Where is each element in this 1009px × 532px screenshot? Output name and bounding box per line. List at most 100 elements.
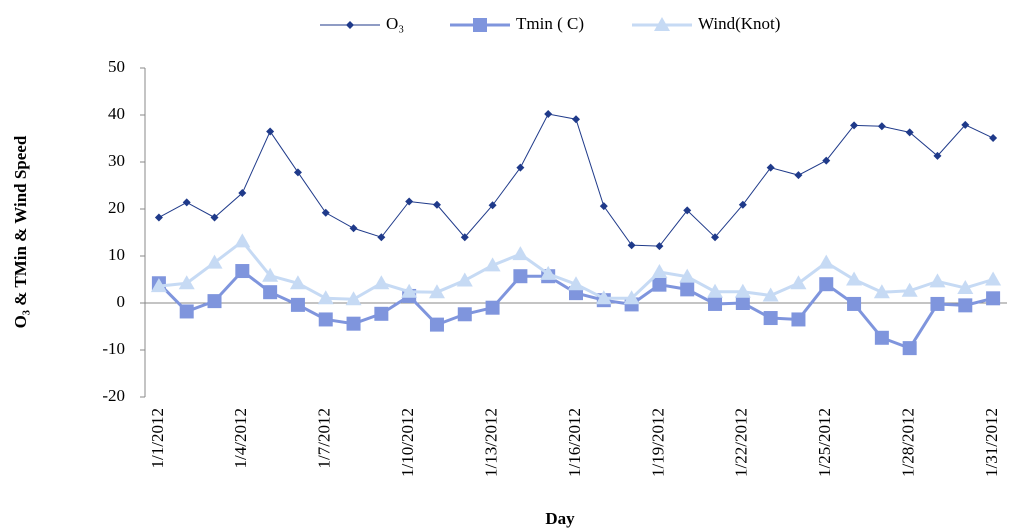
y-axis-title: O₃ & TMin & Wind Speed <box>11 135 30 328</box>
data-point <box>206 254 223 269</box>
y-tick-label: -10 <box>102 339 125 358</box>
series-line <box>158 113 994 247</box>
data-point <box>930 296 945 311</box>
x-tick-label: 1/22/2012 <box>732 408 751 477</box>
data-point <box>985 271 1002 286</box>
legend-label: O₃ <box>386 14 404 33</box>
x-tick-label: 1/1/2012 <box>148 408 167 468</box>
data-point <box>456 272 473 287</box>
data-point <box>595 290 612 305</box>
data-point <box>738 200 747 209</box>
data-point <box>762 287 779 302</box>
data-point <box>708 296 723 311</box>
data-point <box>460 233 469 242</box>
data-point <box>568 276 584 291</box>
data-point <box>516 163 525 172</box>
data-point <box>179 304 194 319</box>
legend-marker <box>473 18 487 32</box>
data-point <box>735 296 750 310</box>
data-point <box>432 200 441 209</box>
data-point <box>627 241 636 250</box>
data-point <box>207 294 222 309</box>
data-point <box>154 213 163 222</box>
data-point <box>234 233 251 248</box>
y-tick-label: 40 <box>108 104 125 123</box>
data-point <box>401 283 418 298</box>
x-tick-label: 1/28/2012 <box>899 408 918 477</box>
data-point <box>405 197 414 206</box>
data-point <box>791 312 806 327</box>
data-point <box>655 242 664 251</box>
data-point <box>873 284 890 299</box>
data-point <box>599 202 608 211</box>
data-point <box>877 122 886 131</box>
data-point <box>850 121 859 130</box>
data-point <box>905 128 914 137</box>
data-point <box>902 341 917 356</box>
data-point <box>544 110 553 119</box>
data-point <box>321 208 330 217</box>
data-point <box>540 265 557 280</box>
data-point <box>711 233 720 242</box>
data-point <box>933 151 942 160</box>
x-tick-label: 1/31/2012 <box>982 408 1001 477</box>
data-point <box>235 264 250 279</box>
data-point <box>488 201 497 210</box>
x-tick-label: 1/19/2012 <box>648 408 667 477</box>
legend-marker <box>654 17 670 31</box>
data-point <box>572 115 580 124</box>
y-tick-label: 10 <box>108 245 125 264</box>
data-point <box>901 282 918 297</box>
data-point <box>429 317 444 332</box>
data-point <box>317 290 334 305</box>
data-point <box>182 198 191 207</box>
data-point <box>958 298 973 313</box>
x-tick-label: 1/25/2012 <box>815 408 834 477</box>
data-point <box>289 275 306 290</box>
data-point <box>373 275 390 290</box>
data-point <box>345 291 362 306</box>
data-point <box>651 263 668 278</box>
x-tick-label: 1/7/2012 <box>315 408 334 468</box>
y-tick-label: 20 <box>108 198 125 217</box>
data-point <box>790 275 807 290</box>
x-tick-label: 1/13/2012 <box>481 408 500 477</box>
data-point <box>513 269 528 284</box>
data-point <box>178 275 195 290</box>
y-tick-label: -20 <box>102 386 125 405</box>
data-point <box>374 306 389 321</box>
data-point <box>822 156 831 165</box>
data-point <box>874 330 889 345</box>
data-point <box>734 283 751 298</box>
y-tick-label: 50 <box>108 57 125 76</box>
data-point <box>512 246 529 261</box>
data-point <box>847 296 862 311</box>
data-point <box>794 171 803 180</box>
data-point <box>766 163 775 172</box>
legend-label: Tmin ( C) <box>516 14 584 33</box>
data-point <box>929 273 946 288</box>
y-tick-label: 0 <box>117 292 126 311</box>
y-tick-label: 30 <box>108 151 125 170</box>
data-point <box>707 283 724 298</box>
data-point <box>683 206 692 215</box>
data-point <box>238 189 247 198</box>
legend-label: Wind(Knot) <box>698 14 780 33</box>
data-point <box>652 277 667 292</box>
data-point <box>318 312 333 327</box>
data-point <box>846 271 863 286</box>
x-tick-label: 1/16/2012 <box>565 408 584 477</box>
data-point <box>484 257 501 272</box>
data-point <box>263 285 278 300</box>
data-point <box>680 282 695 297</box>
data-point <box>346 316 361 331</box>
data-point <box>377 233 386 242</box>
data-point <box>428 284 445 299</box>
data-point <box>349 224 358 233</box>
data-point <box>262 267 279 282</box>
data-point <box>989 134 998 143</box>
data-point <box>150 278 167 293</box>
data-point <box>819 277 834 292</box>
data-point <box>957 279 974 294</box>
